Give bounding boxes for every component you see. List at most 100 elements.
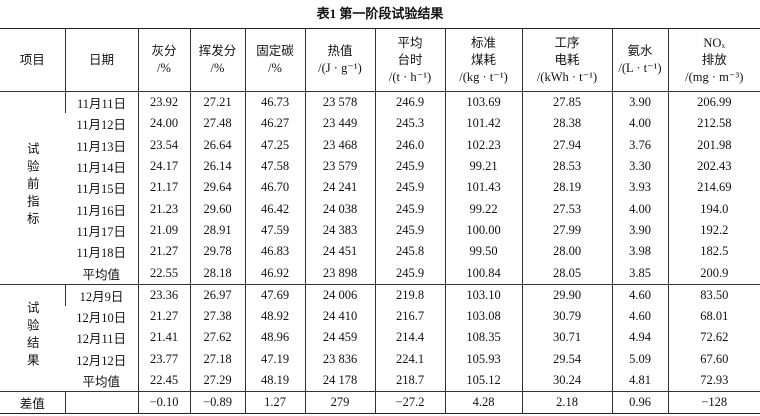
value-cell: 3.90	[611, 219, 668, 242]
value-cell: 192.2	[667, 219, 760, 242]
date-cell: 11月11日	[64, 91, 138, 114]
value-cell: 21.41	[137, 327, 190, 349]
value-cell: 99.21	[444, 155, 522, 178]
value-cell: 23.54	[137, 134, 190, 156]
date-cell: 12月9日	[64, 283, 138, 306]
value-cell: 28.18	[189, 262, 245, 285]
value-cell: 245.9	[374, 155, 445, 178]
value-cell: 30.79	[521, 305, 612, 328]
value-cell: 3.76	[611, 134, 668, 156]
header-cell: 固定碳 /%	[244, 28, 305, 92]
header-line: 标准	[470, 35, 496, 50]
value-cell: 22.45	[137, 369, 190, 392]
value-cell: 5.09	[611, 348, 668, 370]
value-cell: 28.38	[521, 113, 612, 135]
header-line: 排放	[701, 52, 727, 67]
value-cell: 182.5	[667, 241, 760, 263]
value-cell: 27.48	[189, 113, 245, 135]
value-cell: 3.93	[611, 177, 668, 199]
value-cell: 206.99	[667, 91, 760, 114]
value-cell: 245.8	[374, 241, 445, 263]
header-cell: 项目	[0, 28, 65, 92]
empty-cell	[64, 391, 138, 415]
value-cell: 28.19	[521, 177, 612, 199]
data-row: 平均值 22.45 27.29 48.19 24 178 218.7 105.12 30.24…	[0, 369, 760, 392]
date-cell: 11月14日	[76, 161, 127, 176]
value-cell: 245.9	[374, 198, 445, 220]
value-cell: 27.85	[521, 91, 612, 114]
value-cell: 68.01	[667, 305, 760, 328]
diff-value: −0.10	[137, 391, 190, 415]
data-row: 12月10日 21.27 27.38 48.92 24 410 216.7 103.08 30…	[0, 305, 760, 328]
value-cell: 46.83	[244, 241, 305, 263]
value-cell: 47.25	[244, 134, 305, 156]
value-cell: 47.59	[244, 219, 305, 242]
header-cell: 工序 电耗 /(kWh · t⁻¹)	[521, 28, 612, 92]
value-cell: 26.64	[189, 134, 245, 156]
value-cell: 200.9	[667, 262, 760, 285]
value-cell: 27.29	[189, 369, 245, 392]
value-cell: 103.69	[444, 91, 522, 114]
value-cell: 99.50	[444, 241, 522, 263]
value-cell: 4.60	[611, 283, 668, 306]
value-cell: 72.93	[667, 369, 760, 392]
value-cell: 27.62	[189, 327, 245, 349]
value-cell: 3.90	[611, 91, 668, 114]
header-line: 氨水	[627, 44, 653, 58]
value-cell: 99.22	[444, 198, 522, 220]
value-cell: 4.81	[611, 369, 668, 392]
value-cell: 23 836	[304, 348, 375, 370]
value-cell: 27.18	[189, 348, 245, 370]
value-cell: 245.9	[374, 177, 445, 199]
date-cell: 11月13日	[76, 139, 127, 154]
value-cell: 46.70	[244, 177, 305, 199]
date-cell: 12月10日	[76, 311, 127, 326]
header-cell: 标准 煤耗 /(kg · t⁻¹)	[444, 28, 522, 92]
value-cell: 72.62	[667, 327, 760, 349]
diff-value: −128	[667, 391, 760, 415]
value-cell: 212.58	[667, 113, 760, 135]
value-cell: 30.71	[521, 327, 612, 349]
diff-value: 4.28	[444, 391, 522, 415]
value-cell: 4.60	[611, 305, 668, 328]
header-cell: NOₓ 排放 /(mg · m⁻³)	[667, 28, 760, 92]
value-cell: 245.3	[374, 113, 445, 135]
value-cell: 23 468	[304, 134, 375, 156]
value-cell: 28.91	[189, 219, 245, 242]
value-cell: 29.78	[189, 241, 245, 263]
value-cell: 21.27	[137, 305, 190, 328]
date-cell: 11月15日	[76, 182, 127, 197]
header-line: /(L · t⁻¹)	[618, 61, 662, 75]
value-cell: 29.60	[189, 198, 245, 220]
date-cell: 11月18日	[76, 246, 127, 261]
value-cell: 102.23	[444, 134, 522, 156]
data-row: 11月13日 23.54 26.64 47.25 23 468 246.0 102.23 27…	[0, 134, 760, 156]
value-cell: 46.27	[244, 113, 305, 135]
data-row: 试验结果 12月9日 23.36 26.97 47.69 24 006 219.8 103.1…	[0, 283, 760, 392]
value-cell: 24 006	[304, 283, 375, 306]
value-cell: 194.0	[667, 198, 760, 220]
value-cell: 219.8	[374, 283, 445, 306]
value-cell: 23.92	[137, 91, 190, 114]
header-line: NOₓ	[703, 35, 726, 50]
value-cell: 23.36	[137, 283, 190, 306]
header-line: 灰分	[151, 44, 177, 58]
diff-value: 1.27	[244, 391, 305, 415]
value-cell: 108.35	[444, 327, 522, 349]
data-row: 11月18日 21.27 29.78 46.83 24 451 245.8 99.50 28.…	[0, 241, 760, 263]
value-cell: 24.17	[137, 155, 190, 178]
header-line: 工序	[554, 35, 580, 50]
value-cell: 105.12	[444, 369, 522, 392]
value-cell: 3.30	[611, 155, 668, 178]
header-line: /(kg · t⁻¹)	[459, 69, 508, 84]
value-cell: 27.99	[521, 219, 612, 242]
value-cell: 24 383	[304, 219, 375, 242]
diff-value: 279	[304, 391, 375, 415]
value-cell: 218.7	[374, 369, 445, 392]
diff-value: −0.89	[189, 391, 245, 415]
group-label: 试验结果	[24, 300, 39, 371]
value-cell: 30.24	[521, 369, 612, 392]
value-cell: 3.85	[611, 262, 668, 285]
value-cell: 101.43	[444, 177, 522, 199]
value-cell: 103.10	[444, 283, 522, 306]
